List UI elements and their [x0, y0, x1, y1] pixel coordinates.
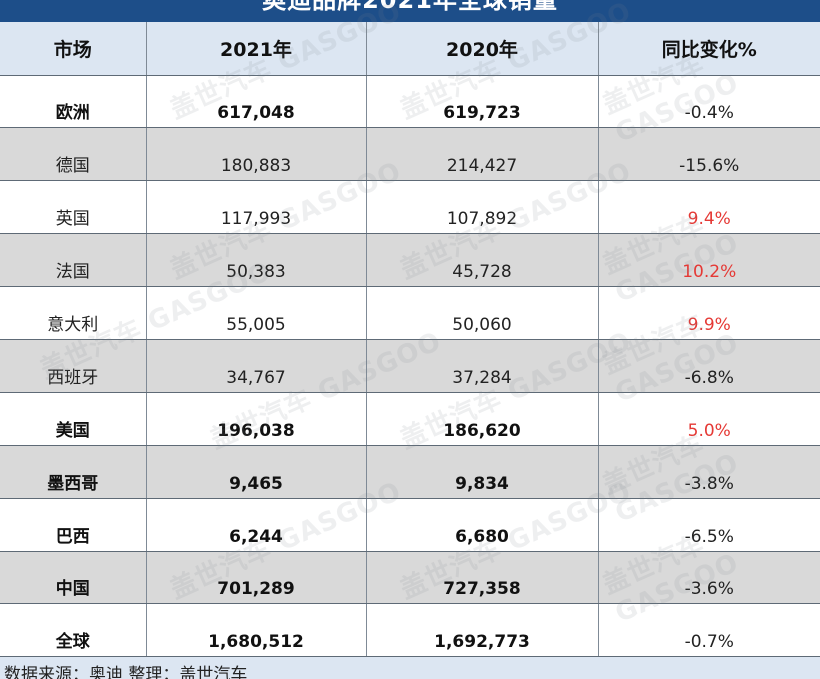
sales-2021-cell: 196,038 — [146, 392, 367, 446]
market-cell: 全球 — [0, 603, 147, 658]
change-cell: -3.8% — [598, 445, 820, 499]
table-row: 法国 50,383 45,728 10.2% — [0, 233, 820, 288]
market-cell: 英国 — [0, 180, 147, 235]
sales-2020-cell: 107,892 — [366, 180, 599, 235]
market-cell: 欧洲 — [0, 75, 147, 129]
market-cell: 西班牙 — [0, 339, 147, 393]
sales-2021-cell: 180,883 — [146, 127, 367, 182]
table-row: 中国 701,289 727,358 -3.6% — [0, 551, 820, 605]
sales-2020-cell: 37,284 — [366, 339, 599, 393]
change-cell: -15.6% — [598, 127, 820, 182]
table-row: 美国 196,038 186,620 5.0% — [0, 392, 820, 446]
sales-2021-cell: 617,048 — [146, 75, 367, 129]
change-cell: 9.4% — [598, 180, 820, 235]
table-row: 欧洲 617,048 619,723 -0.4% — [0, 75, 820, 129]
change-cell: -3.6% — [598, 551, 820, 605]
sales-2020-cell: 214,427 — [366, 127, 599, 182]
source-note: 数据来源：奥迪 整理：盖世汽车 — [4, 665, 248, 679]
sales-2020-cell: 619,723 — [366, 75, 599, 129]
sales-2020-cell: 9,834 — [366, 445, 599, 499]
change-cell: 10.2% — [598, 233, 820, 288]
sales-2021-cell: 50,383 — [146, 233, 367, 288]
table-row: 德国 180,883 214,427 -15.6% — [0, 127, 820, 182]
sales-2020-cell: 50,060 — [366, 286, 599, 340]
market-cell: 巴西 — [0, 498, 147, 552]
sales-2021-cell: 1,680,512 — [146, 603, 367, 658]
table-row: 墨西哥 9,465 9,834 -3.8% — [0, 445, 820, 499]
sales-2021-cell: 6,244 — [146, 498, 367, 552]
sales-2021-cell: 55,005 — [146, 286, 367, 340]
change-cell: -0.4% — [598, 75, 820, 129]
change-cell: -6.8% — [598, 339, 820, 393]
sales-2020-cell: 727,358 — [366, 551, 599, 605]
table-row: 英国 117,993 107,892 9.4% — [0, 180, 820, 235]
sales-2021-cell: 34,767 — [146, 339, 367, 393]
market-cell: 德国 — [0, 127, 147, 182]
title-bar: 奥迪品牌2021年全球销量 — [0, 0, 820, 22]
table-row: 意大利 55,005 50,060 9.9% — [0, 286, 820, 340]
table-title: 奥迪品牌2021年全球销量 — [262, 0, 558, 14]
table-body: 欧洲 617,048 619,723 -0.4% 德国 180,883 214,427 -15… — [0, 75, 820, 658]
market-cell: 意大利 — [0, 286, 147, 340]
sales-2020-cell: 45,728 — [366, 233, 599, 288]
market-cell: 法国 — [0, 233, 147, 288]
header-row: 市场 2021年 2020年 同比变化% — [0, 22, 820, 76]
market-cell: 美国 — [0, 392, 147, 446]
market-cell: 中国 — [0, 551, 147, 605]
sales-2021-cell: 701,289 — [146, 551, 367, 605]
header-2020: 2020年 — [366, 22, 599, 76]
change-cell: 9.9% — [598, 286, 820, 340]
footer-bar: 数据来源：奥迪 整理：盖世汽车 — [0, 657, 820, 679]
sales-2020-cell: 186,620 — [366, 392, 599, 446]
sales-2020-cell: 6,680 — [366, 498, 599, 552]
change-cell: -0.7% — [598, 603, 820, 658]
change-cell: 5.0% — [598, 392, 820, 446]
market-cell: 墨西哥 — [0, 445, 147, 499]
sales-2021-cell: 9,465 — [146, 445, 367, 499]
header-market: 市场 — [0, 22, 147, 76]
change-cell: -6.5% — [598, 498, 820, 552]
sales-table: 市场 2021年 2020年 同比变化% 欧洲 617,048 619,723 -0.… — [0, 22, 820, 658]
header-2021: 2021年 — [146, 22, 367, 76]
header-change: 同比变化% — [598, 22, 820, 76]
sales-2021-cell: 117,993 — [146, 180, 367, 235]
table-row: 西班牙 34,767 37,284 -6.8% — [0, 339, 820, 393]
sales-2020-cell: 1,692,773 — [366, 603, 599, 658]
table-row: 巴西 6,244 6,680 -6.5% — [0, 498, 820, 552]
table-row: 全球 1,680,512 1,692,773 -0.7% — [0, 603, 820, 658]
